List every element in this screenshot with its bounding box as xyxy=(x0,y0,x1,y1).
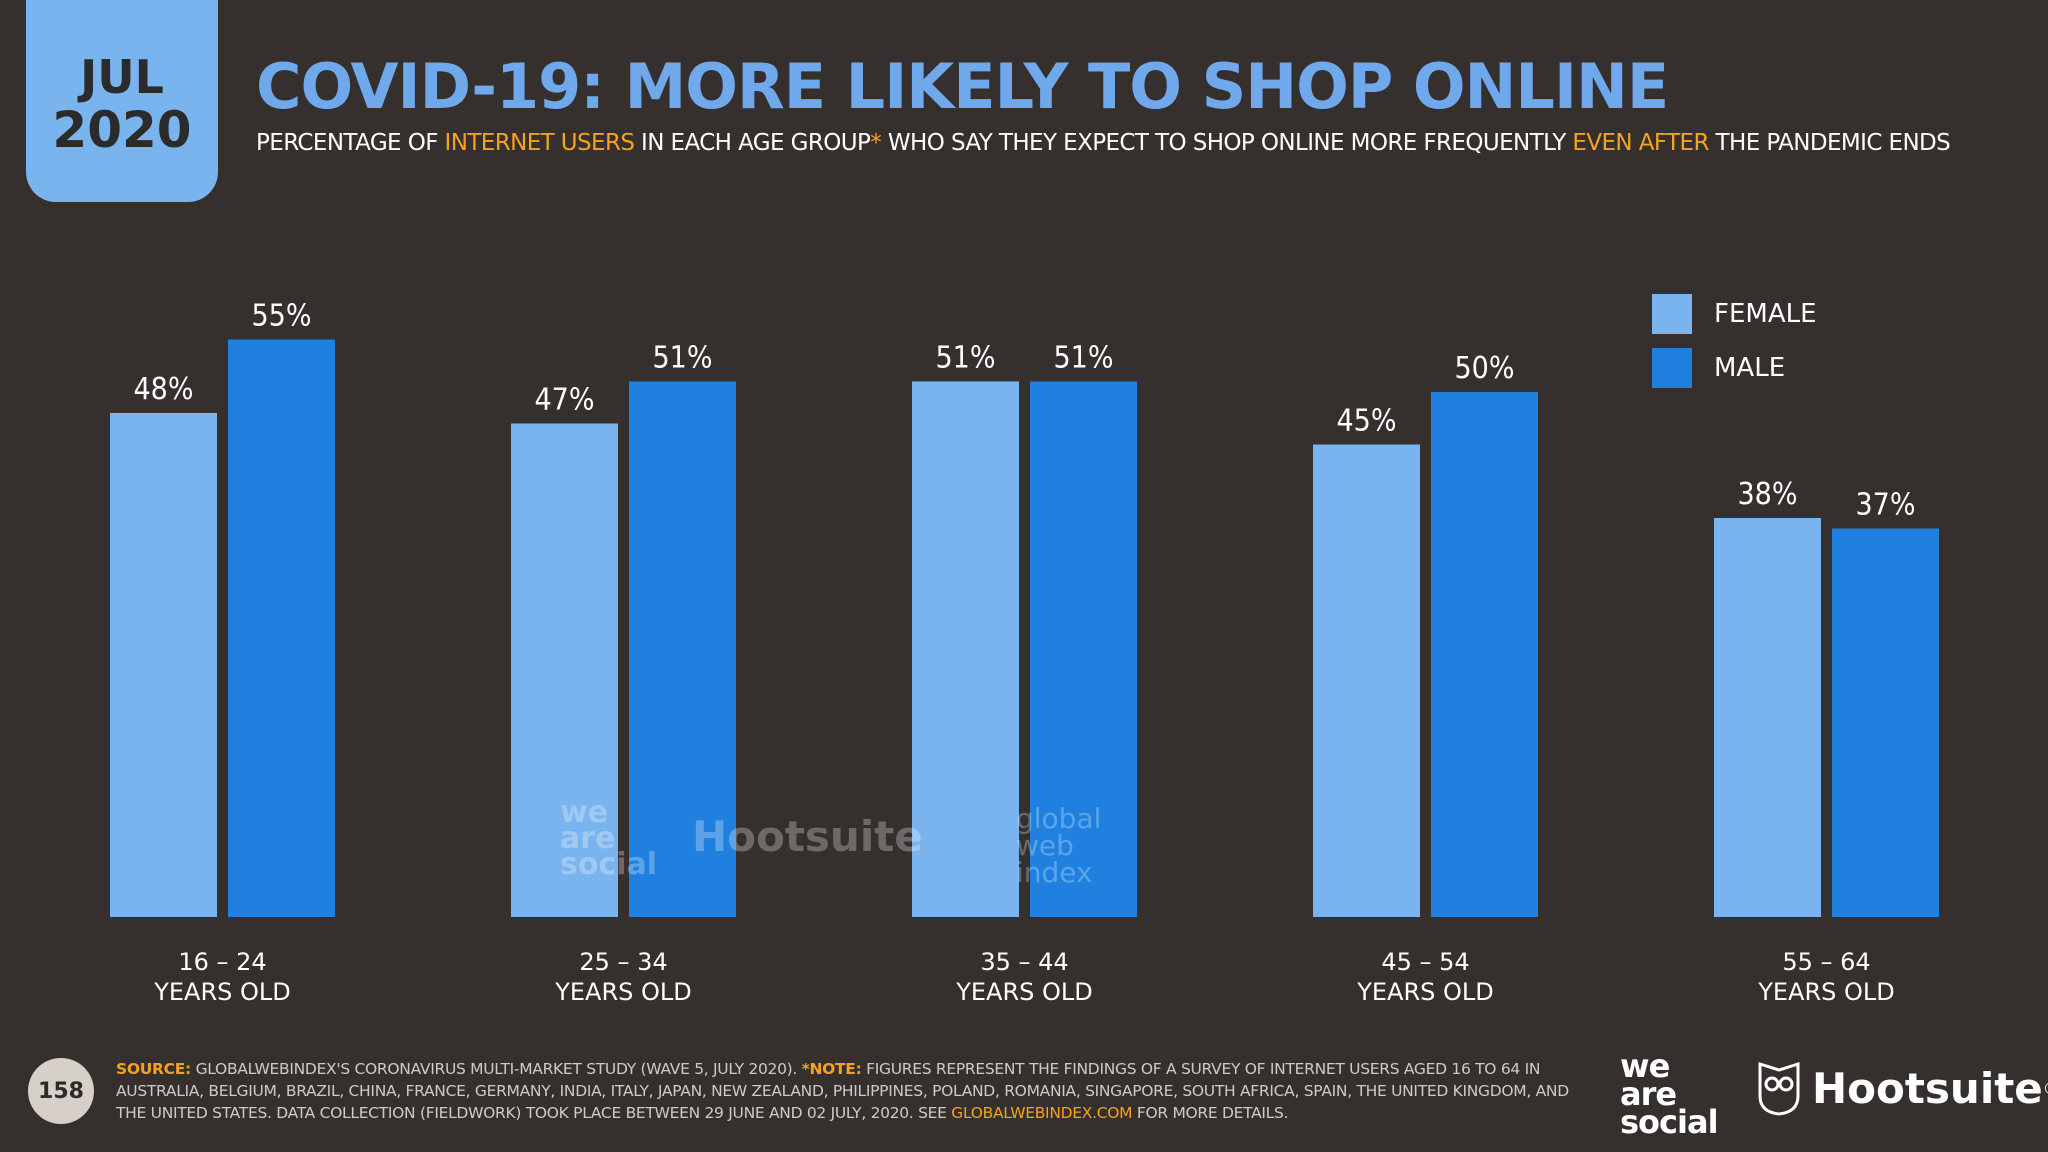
subtitle-part3: WHO SAY THEY EXPECT TO SHOP ONLINE MORE … xyxy=(881,130,1573,156)
bar-male-3 xyxy=(1431,392,1538,917)
data-label-male-1: 51% xyxy=(653,341,713,376)
subtitle-asterisk: * xyxy=(870,130,882,156)
page-subtitle: PERCENTAGE OF INTERNET USERS IN EACH AGE… xyxy=(256,130,1951,156)
category-sublabel-4: YEARS OLD xyxy=(1757,978,1895,1006)
note-text: FIGURES REPRESENT THE FINDINGS OF A SURV… xyxy=(116,1060,1569,1122)
legend-swatch-male xyxy=(1652,348,1692,388)
logo-wearesocial-line2: are xyxy=(1620,1075,1677,1113)
subtitle-part4: THE PANDEMIC ENDS xyxy=(1708,130,1951,156)
source-label: SOURCE: xyxy=(116,1060,191,1078)
bar-male-0 xyxy=(228,339,335,917)
logo-hootsuite-mark: ® xyxy=(2043,1079,2048,1098)
legend-label-female: FEMALE xyxy=(1714,299,1817,329)
data-label-male-2: 51% xyxy=(1054,341,1114,376)
logo-wearesocial-line3: social xyxy=(1620,1103,1719,1141)
bar-male-4 xyxy=(1832,528,1939,917)
badge-month: JUL xyxy=(80,50,164,104)
subtitle-highlight-internet-users: INTERNET USERS xyxy=(444,130,635,156)
bar-female-3 xyxy=(1313,444,1420,917)
watermark-hootsuite: Hootsuite xyxy=(692,812,923,861)
date-badge: JUL 2020 xyxy=(26,0,218,202)
data-label-male-4: 37% xyxy=(1856,488,1916,523)
footer-source-note: SOURCE: GLOBALWEBINDEX'S CORONAVIRUS MUL… xyxy=(116,1058,1576,1124)
badge-year: 2020 xyxy=(52,101,192,159)
chart-legend: FEMALE MALE xyxy=(1652,294,1817,402)
logo-hootsuite-text: Hootsuite xyxy=(1812,1063,2043,1113)
category-sublabel-1: YEARS OLD xyxy=(554,978,692,1006)
watermark-globalwebindex: global web index xyxy=(1016,802,1102,889)
bar-male-2 xyxy=(1030,381,1137,917)
category-label-1: 25 – 34 xyxy=(579,948,667,976)
bar-female-0 xyxy=(110,413,217,917)
note-label: *NOTE: xyxy=(801,1060,862,1078)
legend-item-male: MALE xyxy=(1652,348,1817,388)
category-sublabel-3: YEARS OLD xyxy=(1356,978,1494,1006)
data-label-female-0: 48% xyxy=(134,372,194,407)
bar-female-1 xyxy=(511,423,618,917)
legend-item-female: FEMALE xyxy=(1652,294,1817,334)
category-sublabel-0: YEARS OLD xyxy=(153,978,291,1006)
logo-wearesocial: we are social xyxy=(1620,1047,1719,1141)
subtitle-part1: PERCENTAGE OF xyxy=(256,130,445,156)
legend-label-male: MALE xyxy=(1714,353,1786,383)
category-label-3: 45 – 54 xyxy=(1381,948,1469,976)
data-label-male-3: 50% xyxy=(1455,351,1515,386)
category-label-4: 55 – 64 xyxy=(1782,948,1870,976)
data-label-female-2: 51% xyxy=(936,341,996,376)
watermark-wearesocial: we are social xyxy=(560,795,658,882)
data-label-female-3: 45% xyxy=(1337,404,1397,439)
category-label-2: 35 – 44 xyxy=(980,948,1068,976)
owl-icon xyxy=(1758,1061,1800,1116)
tail-text: FOR MORE DETAILS. xyxy=(1132,1104,1289,1122)
legend-swatch-female xyxy=(1652,294,1692,334)
source-link[interactable]: GLOBALWEBINDEX.COM xyxy=(951,1104,1133,1122)
subtitle-part2: IN EACH AGE GROUP xyxy=(634,130,871,156)
data-label-male-0: 55% xyxy=(252,299,312,334)
bar-male-1 xyxy=(629,381,736,917)
bar-female-4 xyxy=(1714,518,1821,917)
data-label-female-4: 38% xyxy=(1738,477,1798,512)
page-title: COVID-19: MORE LIKELY TO SHOP ONLINE xyxy=(256,50,1669,123)
logo-wearesocial-line1: we xyxy=(1620,1047,1670,1085)
data-label-female-1: 47% xyxy=(535,383,595,418)
page-number: 158 xyxy=(28,1058,94,1124)
category-sublabel-2: YEARS OLD xyxy=(955,978,1093,1006)
bar-female-2 xyxy=(912,381,1019,917)
category-label-0: 16 – 24 xyxy=(178,948,266,976)
logo-hootsuite: Hootsuite ® xyxy=(1756,1060,2048,1116)
source-text: GLOBALWEBINDEX'S CORONAVIRUS MULTI-MARKE… xyxy=(190,1060,802,1078)
subtitle-highlight-even-after: EVEN AFTER xyxy=(1572,130,1709,156)
